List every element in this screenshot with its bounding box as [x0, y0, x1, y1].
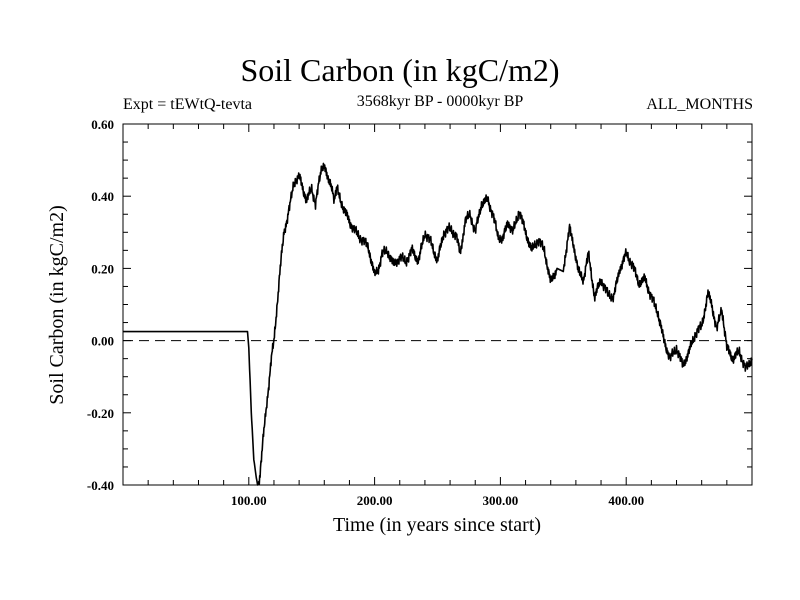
y-tick-label: 0.40	[91, 189, 114, 204]
y-tick-label: -0.40	[87, 478, 114, 493]
y-tick-label: 0.20	[91, 261, 114, 276]
experiment-label: Expt = tEWtQ-tevta	[123, 96, 252, 113]
y-axis-label: Soil Carbon (in kgC/m2)	[46, 205, 68, 404]
y-tick-label: 0.00	[91, 334, 114, 349]
x-tick-label: 100.00	[231, 493, 267, 508]
x-axis-label: Time (in years since start)	[333, 514, 541, 536]
y-tick-label: 0.60	[91, 117, 114, 132]
x-tick-label: 400.00	[608, 493, 644, 508]
tick-layer: 100.00 200.00 300.00 400.00 -0.40 -0.20 0.00 0.…	[87, 117, 752, 508]
months-label: ALL_MONTHS	[646, 96, 753, 113]
x-tick-label: 200.00	[357, 493, 393, 508]
series-layer	[123, 162, 753, 486]
y-tick-label: -0.20	[87, 406, 114, 421]
x-tick-label: 300.00	[483, 493, 519, 508]
chart-title: Soil Carbon (in kgC/m2)	[240, 52, 560, 88]
series-line-soil-carbon	[123, 162, 753, 486]
period-label: 3568kyr BP - 0000kyr BP	[356, 93, 524, 110]
plot-frame	[122, 123, 753, 486]
